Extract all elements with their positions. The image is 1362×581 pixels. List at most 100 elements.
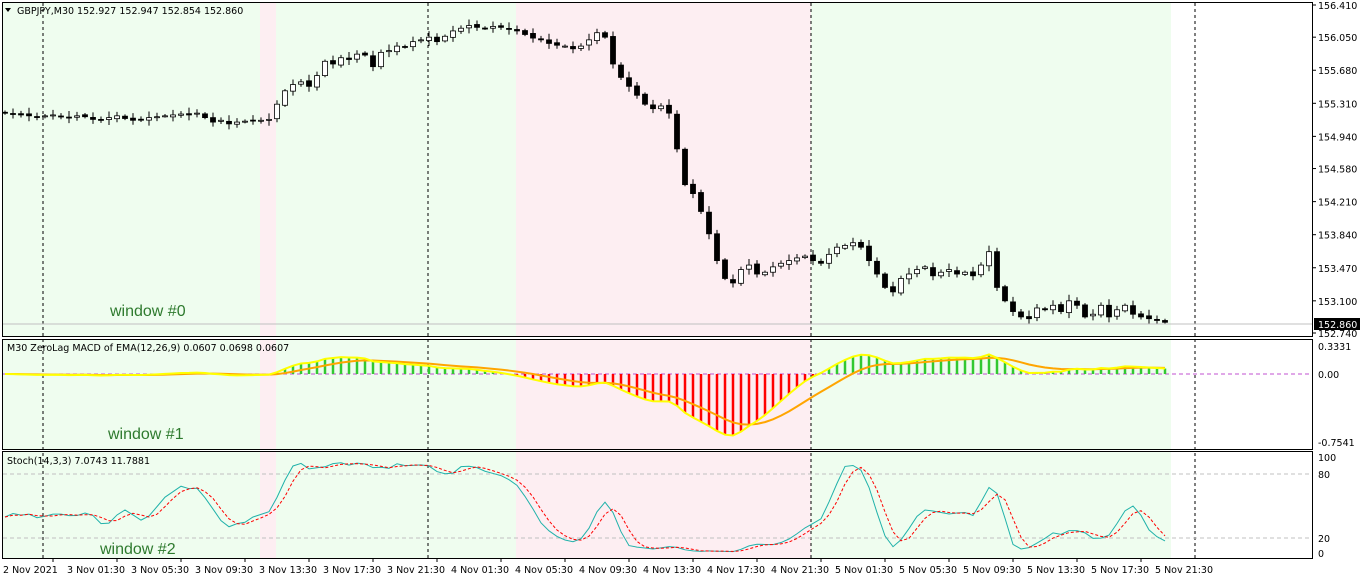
candle: [818, 260, 824, 264]
candle: [1074, 300, 1080, 306]
candle: [1122, 304, 1128, 312]
candle: [154, 116, 160, 119]
main-panel[interactable]: [2, 2, 1313, 337]
stochastic-indicator: [4, 462, 1166, 553]
candle: [634, 85, 640, 96]
candle: [18, 113, 24, 116]
candle: [602, 32, 608, 38]
candle: [66, 116, 72, 119]
time-axis: 2 Nov 2021 3 Nov 01:30 3 Nov 05:30 3 Nov 09…: [3, 558, 1213, 576]
time-label: 3 Nov 09:30: [195, 565, 253, 576]
candle: [722, 259, 728, 279]
candle: [306, 80, 312, 87]
candle: [58, 115, 64, 118]
candle: [162, 115, 168, 118]
candle: [1002, 286, 1008, 302]
candle: [410, 41, 416, 48]
candle: [994, 251, 1000, 288]
candle: [746, 264, 752, 270]
candle: [1018, 311, 1024, 318]
candle: [34, 116, 40, 118]
stoch-axis-0: 0: [1318, 549, 1324, 560]
macd-header: M30 ZeroLag MACD of EMA(12,26,9) 0.0607 …: [7, 343, 289, 354]
candle: [2, 111, 8, 114]
candle: [738, 269, 744, 284]
macd-axis-max: 0.3331: [1318, 342, 1351, 353]
candle: [834, 246, 840, 255]
macd-panel[interactable]: [2, 339, 1313, 450]
candle: [322, 60, 328, 77]
candle: [866, 245, 872, 262]
candle: [890, 286, 896, 293]
price-label: 152.740: [1318, 329, 1357, 340]
time-label: 3 Nov 01:30: [67, 565, 125, 576]
candle: [394, 45, 400, 53]
candle: [1098, 304, 1104, 316]
candle: [90, 117, 96, 120]
candle: [490, 26, 496, 29]
candle: [218, 119, 224, 122]
candle: [810, 254, 816, 262]
candle: [978, 264, 984, 276]
time-label: 4 Nov 21:30: [771, 565, 829, 576]
candle: [1010, 301, 1016, 312]
candle: [650, 104, 656, 110]
candle: [50, 114, 56, 117]
candle: [482, 27, 488, 30]
candle: [426, 36, 432, 41]
candle: [930, 267, 936, 277]
candle: [1034, 307, 1040, 319]
candle: [386, 50, 392, 53]
time-label: 5 Nov 13:30: [1027, 565, 1085, 576]
symbol-header: GBPJPY,M30 152.927 152.947 152.854 152.8…: [17, 6, 243, 17]
candle: [586, 39, 592, 46]
candle: [730, 279, 736, 284]
price-label: 155.680: [1318, 66, 1357, 77]
candle: [706, 211, 712, 235]
candle: [370, 55, 376, 68]
candle: [442, 35, 448, 42]
candle: [314, 75, 320, 88]
candle: [210, 117, 216, 123]
price-label: 154.940: [1318, 132, 1357, 143]
candle: [802, 255, 808, 258]
candle: [842, 245, 848, 249]
candle: [98, 118, 104, 121]
candle: [138, 118, 144, 121]
stoch-axis-80: 80: [1318, 470, 1330, 481]
candle: [146, 117, 152, 121]
candle: [970, 271, 976, 277]
stoch-signal-line: [4, 463, 1166, 552]
candle: [506, 28, 512, 30]
candle: [226, 120, 232, 125]
price-label: 155.310: [1318, 99, 1357, 110]
time-label: 4 Nov 13:30: [643, 565, 701, 576]
candle: [642, 93, 648, 105]
time-label: 3 Nov 13:30: [259, 565, 317, 576]
macd-main-line: [4, 353, 1166, 437]
time-label: 5 Nov 09:30: [963, 565, 1021, 576]
candle: [274, 103, 280, 120]
candle: [762, 271, 768, 276]
candle: [258, 119, 264, 122]
candle: [690, 183, 696, 194]
candle: [1026, 316, 1032, 320]
time-label: 5 Nov 05:30: [899, 565, 957, 576]
candle: [194, 112, 200, 115]
candle: [234, 121, 240, 125]
candle: [786, 260, 792, 265]
stoch-panel[interactable]: [2, 451, 1313, 559]
time-label: 5 Nov 21:30: [1155, 565, 1213, 576]
stoch-main-line: [4, 462, 1166, 553]
current-price-badge: [1314, 318, 1360, 330]
collapse-triangle-icon[interactable]: [5, 8, 11, 12]
time-label: 5 Nov 17:30: [1091, 565, 1149, 576]
session-zone: [3, 340, 260, 449]
candle: [850, 242, 856, 247]
candle: [186, 113, 192, 116]
candle: [522, 30, 528, 35]
candle: [458, 27, 464, 32]
window-label-1: window #1: [107, 426, 184, 443]
stoch-axis-20: 20: [1318, 534, 1330, 545]
